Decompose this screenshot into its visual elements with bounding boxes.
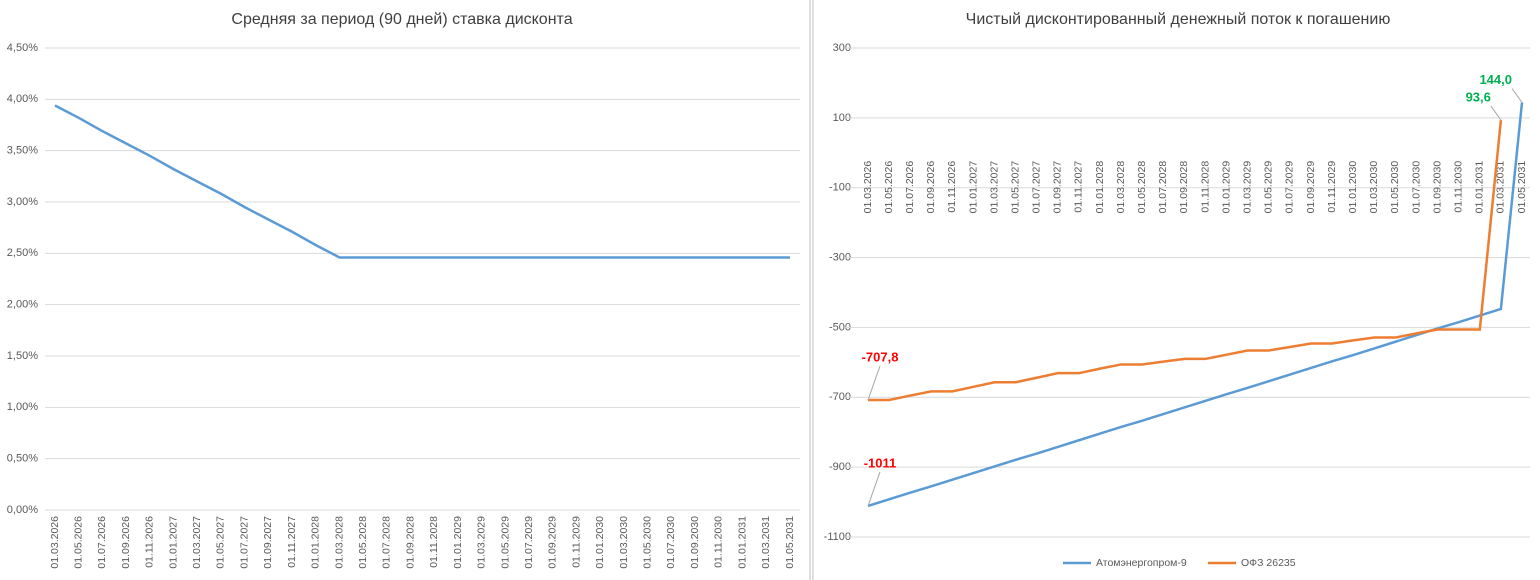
x-tick-label: 01.07.2028 <box>381 516 393 569</box>
x-tick-label: 01.01.2031 <box>736 516 748 569</box>
x-tick-label: 01.01.2028 <box>1094 161 1106 214</box>
x-tick-label: 01.07.2029 <box>523 516 535 569</box>
x-tick-label: 01.03.2029 <box>1242 161 1254 214</box>
x-tick-label: 01.11.2028 <box>1199 161 1211 213</box>
x-tick-label: 01.01.2029 <box>452 516 464 569</box>
x-tick-label: 01.05.2028 <box>1136 161 1148 214</box>
x-tick-label: 01.05.2031 <box>1516 161 1528 214</box>
line-series <box>868 119 1503 402</box>
line-series <box>54 104 790 259</box>
x-tick-label: 01.07.2027 <box>238 516 250 569</box>
x-tick-label: 01.11.2026 <box>144 516 156 568</box>
x-tick-label: 01.05.2030 <box>1389 161 1401 214</box>
x-tick-label: 01.11.2027 <box>1073 161 1085 213</box>
y-tick-label: -700 <box>829 391 851 403</box>
y-tick-label: 300 <box>833 42 851 54</box>
x-tick-label: 01.11.2027 <box>286 516 298 568</box>
x-tick-label: 01.09.2029 <box>1305 161 1317 214</box>
x-tick-label: 01.03.2031 <box>760 516 772 569</box>
data-label: -1011 <box>864 455 897 470</box>
x-tick-label: 01.11.2029 <box>570 516 582 568</box>
label-leader <box>1490 105 1502 121</box>
x-tick-label: 01.01.2031 <box>1474 161 1486 214</box>
data-label: 93,6 <box>1466 90 1491 105</box>
x-tick-label: 01.05.2027 <box>215 516 227 569</box>
y-tick-label: 3,50% <box>7 145 38 157</box>
x-tick-label: 01.11.2028 <box>428 516 440 568</box>
x-tick-label: 01.05.2029 <box>499 516 511 569</box>
x-tick-label: 01.03.2028 <box>333 516 345 569</box>
x-tick-label: 01.03.2030 <box>1368 161 1380 214</box>
x-tick-label: 01.09.2026 <box>120 516 132 569</box>
y-tick-label: -900 <box>829 461 851 473</box>
data-label: -707,8 <box>862 349 899 364</box>
x-tick-label: 01.03.2028 <box>1115 161 1127 214</box>
x-tick-label: 01.09.2027 <box>262 516 274 569</box>
y-tick-label: 2,00% <box>7 299 38 311</box>
y-tick-label: 0,50% <box>7 453 38 465</box>
x-tick-label: 01.03.2031 <box>1495 161 1507 214</box>
x-tick-label: 01.07.2030 <box>665 516 677 569</box>
label-leader <box>1511 88 1523 103</box>
chart-title: Средняя за период (90 дней) ставка диско… <box>231 11 572 28</box>
line-series <box>867 102 1524 508</box>
y-tick-label: -300 <box>829 251 851 263</box>
x-tick-label: 01.01.2030 <box>1347 161 1359 214</box>
x-tick-label: 01.05.2031 <box>784 516 796 569</box>
label-leader <box>867 471 881 507</box>
legend-label: ОФЗ 26235 <box>1241 557 1296 569</box>
x-tick-label: 01.11.2026 <box>946 161 958 213</box>
y-tick-label: 3,00% <box>7 196 38 208</box>
x-tick-label: 01.11.2030 <box>713 516 725 568</box>
x-tick-label: 01.07.2026 <box>904 161 916 214</box>
y-tick-label: 0,00% <box>7 504 38 516</box>
y-tick-label: 1,00% <box>7 401 38 413</box>
y-tick-label: 4,50% <box>7 42 38 54</box>
x-tick-label: 01.03.2030 <box>618 516 630 569</box>
x-tick-label: 01.01.2027 <box>967 161 979 214</box>
x-tick-label: 01.07.2028 <box>1157 161 1169 214</box>
x-tick-label: 01.05.2026 <box>883 161 895 214</box>
x-tick-label: 01.01.2027 <box>167 516 179 569</box>
y-tick-label: -500 <box>829 321 851 333</box>
x-tick-label: 01.05.2026 <box>72 516 84 569</box>
x-tick-label: 01.03.2026 <box>862 161 874 214</box>
y-tick-label: -1100 <box>824 531 851 543</box>
x-tick-label: 01.03.2027 <box>191 516 203 569</box>
x-tick-label: 01.09.2028 <box>1178 161 1190 214</box>
x-tick-label: 01.11.2030 <box>1452 161 1464 213</box>
x-tick-label: 01.01.2029 <box>1220 161 1232 214</box>
x-tick-label: 01.09.2028 <box>404 516 416 569</box>
y-tick-label: 2,50% <box>7 247 38 259</box>
x-tick-label: 01.09.2026 <box>925 161 937 214</box>
x-tick-label: 01.03.2027 <box>988 161 1000 214</box>
x-tick-label: 01.07.2027 <box>1031 161 1043 214</box>
x-tick-label: 01.07.2030 <box>1410 161 1422 214</box>
x-tick-label: 01.07.2029 <box>1284 161 1296 214</box>
x-tick-label: 01.09.2030 <box>689 516 701 569</box>
x-tick-label: 01.09.2030 <box>1431 161 1443 214</box>
y-tick-label: 4,00% <box>7 93 38 105</box>
chart-title: Чистый дисконтированный денежный поток к… <box>966 11 1391 28</box>
label-leader <box>867 365 881 401</box>
x-tick-label: 01.05.2030 <box>642 516 654 569</box>
x-tick-label: 01.01.2030 <box>594 516 606 569</box>
x-tick-label: 01.09.2029 <box>547 516 559 569</box>
y-tick-label: -100 <box>829 182 851 194</box>
legend-label: Атомэнергопром-9 <box>1096 557 1187 569</box>
data-label: 144,0 <box>1479 72 1512 87</box>
x-tick-label: 01.01.2028 <box>310 516 322 569</box>
x-tick-label: 01.09.2027 <box>1052 161 1064 214</box>
y-tick-label: 1,50% <box>7 350 38 362</box>
x-tick-label: 01.05.2027 <box>1009 161 1021 214</box>
x-tick-label: 01.03.2026 <box>49 516 61 569</box>
y-tick-label: 100 <box>833 112 851 124</box>
x-tick-label: 01.07.2026 <box>96 516 108 569</box>
x-tick-label: 01.03.2029 <box>476 516 488 569</box>
x-tick-label: 01.05.2028 <box>357 516 369 569</box>
x-tick-label: 01.05.2029 <box>1263 161 1275 214</box>
x-tick-label: 01.11.2029 <box>1326 161 1338 213</box>
